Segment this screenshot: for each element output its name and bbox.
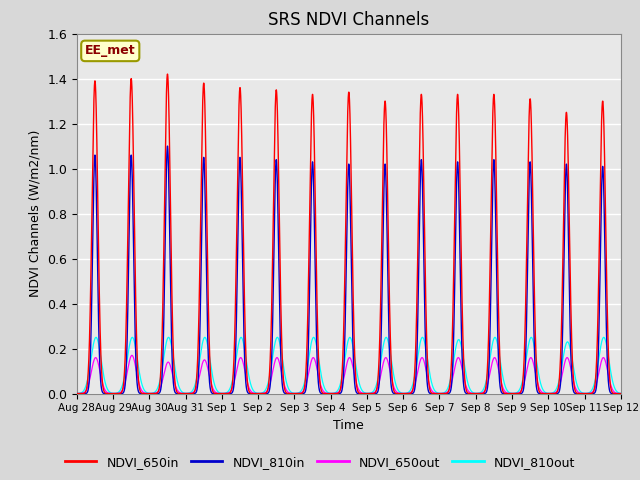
NDVI_650out	[276, 365, 284, 371]
NDVI_650out	[615, 391, 623, 396]
NDVI_650in	[615, 391, 623, 396]
NDVI_650out	[424, 376, 431, 382]
NDVI_810in	[501, 391, 509, 396]
NDVI_810in	[276, 344, 284, 350]
NDVI_810in	[189, 391, 197, 396]
Line: NDVI_810in: NDVI_810in	[77, 146, 621, 394]
NDVI_810out	[73, 391, 81, 396]
NDVI_810out	[617, 391, 625, 396]
NDVI_810out	[189, 387, 197, 393]
NDVI_810in	[617, 391, 625, 396]
NDVI_650in	[164, 71, 172, 77]
NDVI_650in	[501, 391, 509, 396]
X-axis label: Time: Time	[333, 419, 364, 432]
NDVI_810out	[424, 359, 431, 364]
Legend: NDVI_650in, NDVI_810in, NDVI_650out, NDVI_810out: NDVI_650in, NDVI_810in, NDVI_650out, NDV…	[60, 451, 580, 474]
NDVI_810out	[276, 344, 284, 349]
NDVI_650out	[189, 389, 197, 395]
NDVI_810in	[164, 143, 172, 149]
NDVI_650in	[184, 391, 191, 396]
NDVI_650out	[501, 389, 509, 395]
NDVI_810out	[501, 383, 509, 389]
Line: NDVI_650in: NDVI_650in	[77, 74, 621, 394]
Title: SRS NDVI Channels: SRS NDVI Channels	[268, 11, 429, 29]
NDVI_810out	[600, 335, 607, 340]
NDVI_650in	[73, 391, 81, 396]
NDVI_650in	[617, 391, 625, 396]
NDVI_650out	[184, 391, 191, 396]
NDVI_650in	[276, 286, 284, 292]
NDVI_650out	[73, 391, 81, 396]
NDVI_810in	[73, 391, 81, 396]
Line: NDVI_650out: NDVI_650out	[77, 355, 621, 394]
Text: EE_met: EE_met	[85, 44, 136, 58]
NDVI_650in	[424, 366, 431, 372]
NDVI_810out	[615, 390, 623, 396]
NDVI_810in	[424, 385, 431, 391]
Line: NDVI_810out: NDVI_810out	[77, 337, 621, 394]
NDVI_650out	[128, 352, 136, 358]
NDVI_810in	[184, 391, 191, 396]
NDVI_810in	[615, 391, 623, 396]
NDVI_650in	[189, 390, 197, 396]
NDVI_650out	[617, 391, 625, 396]
Y-axis label: NDVI Channels (W/m2/nm): NDVI Channels (W/m2/nm)	[29, 130, 42, 297]
NDVI_810out	[184, 391, 191, 396]
